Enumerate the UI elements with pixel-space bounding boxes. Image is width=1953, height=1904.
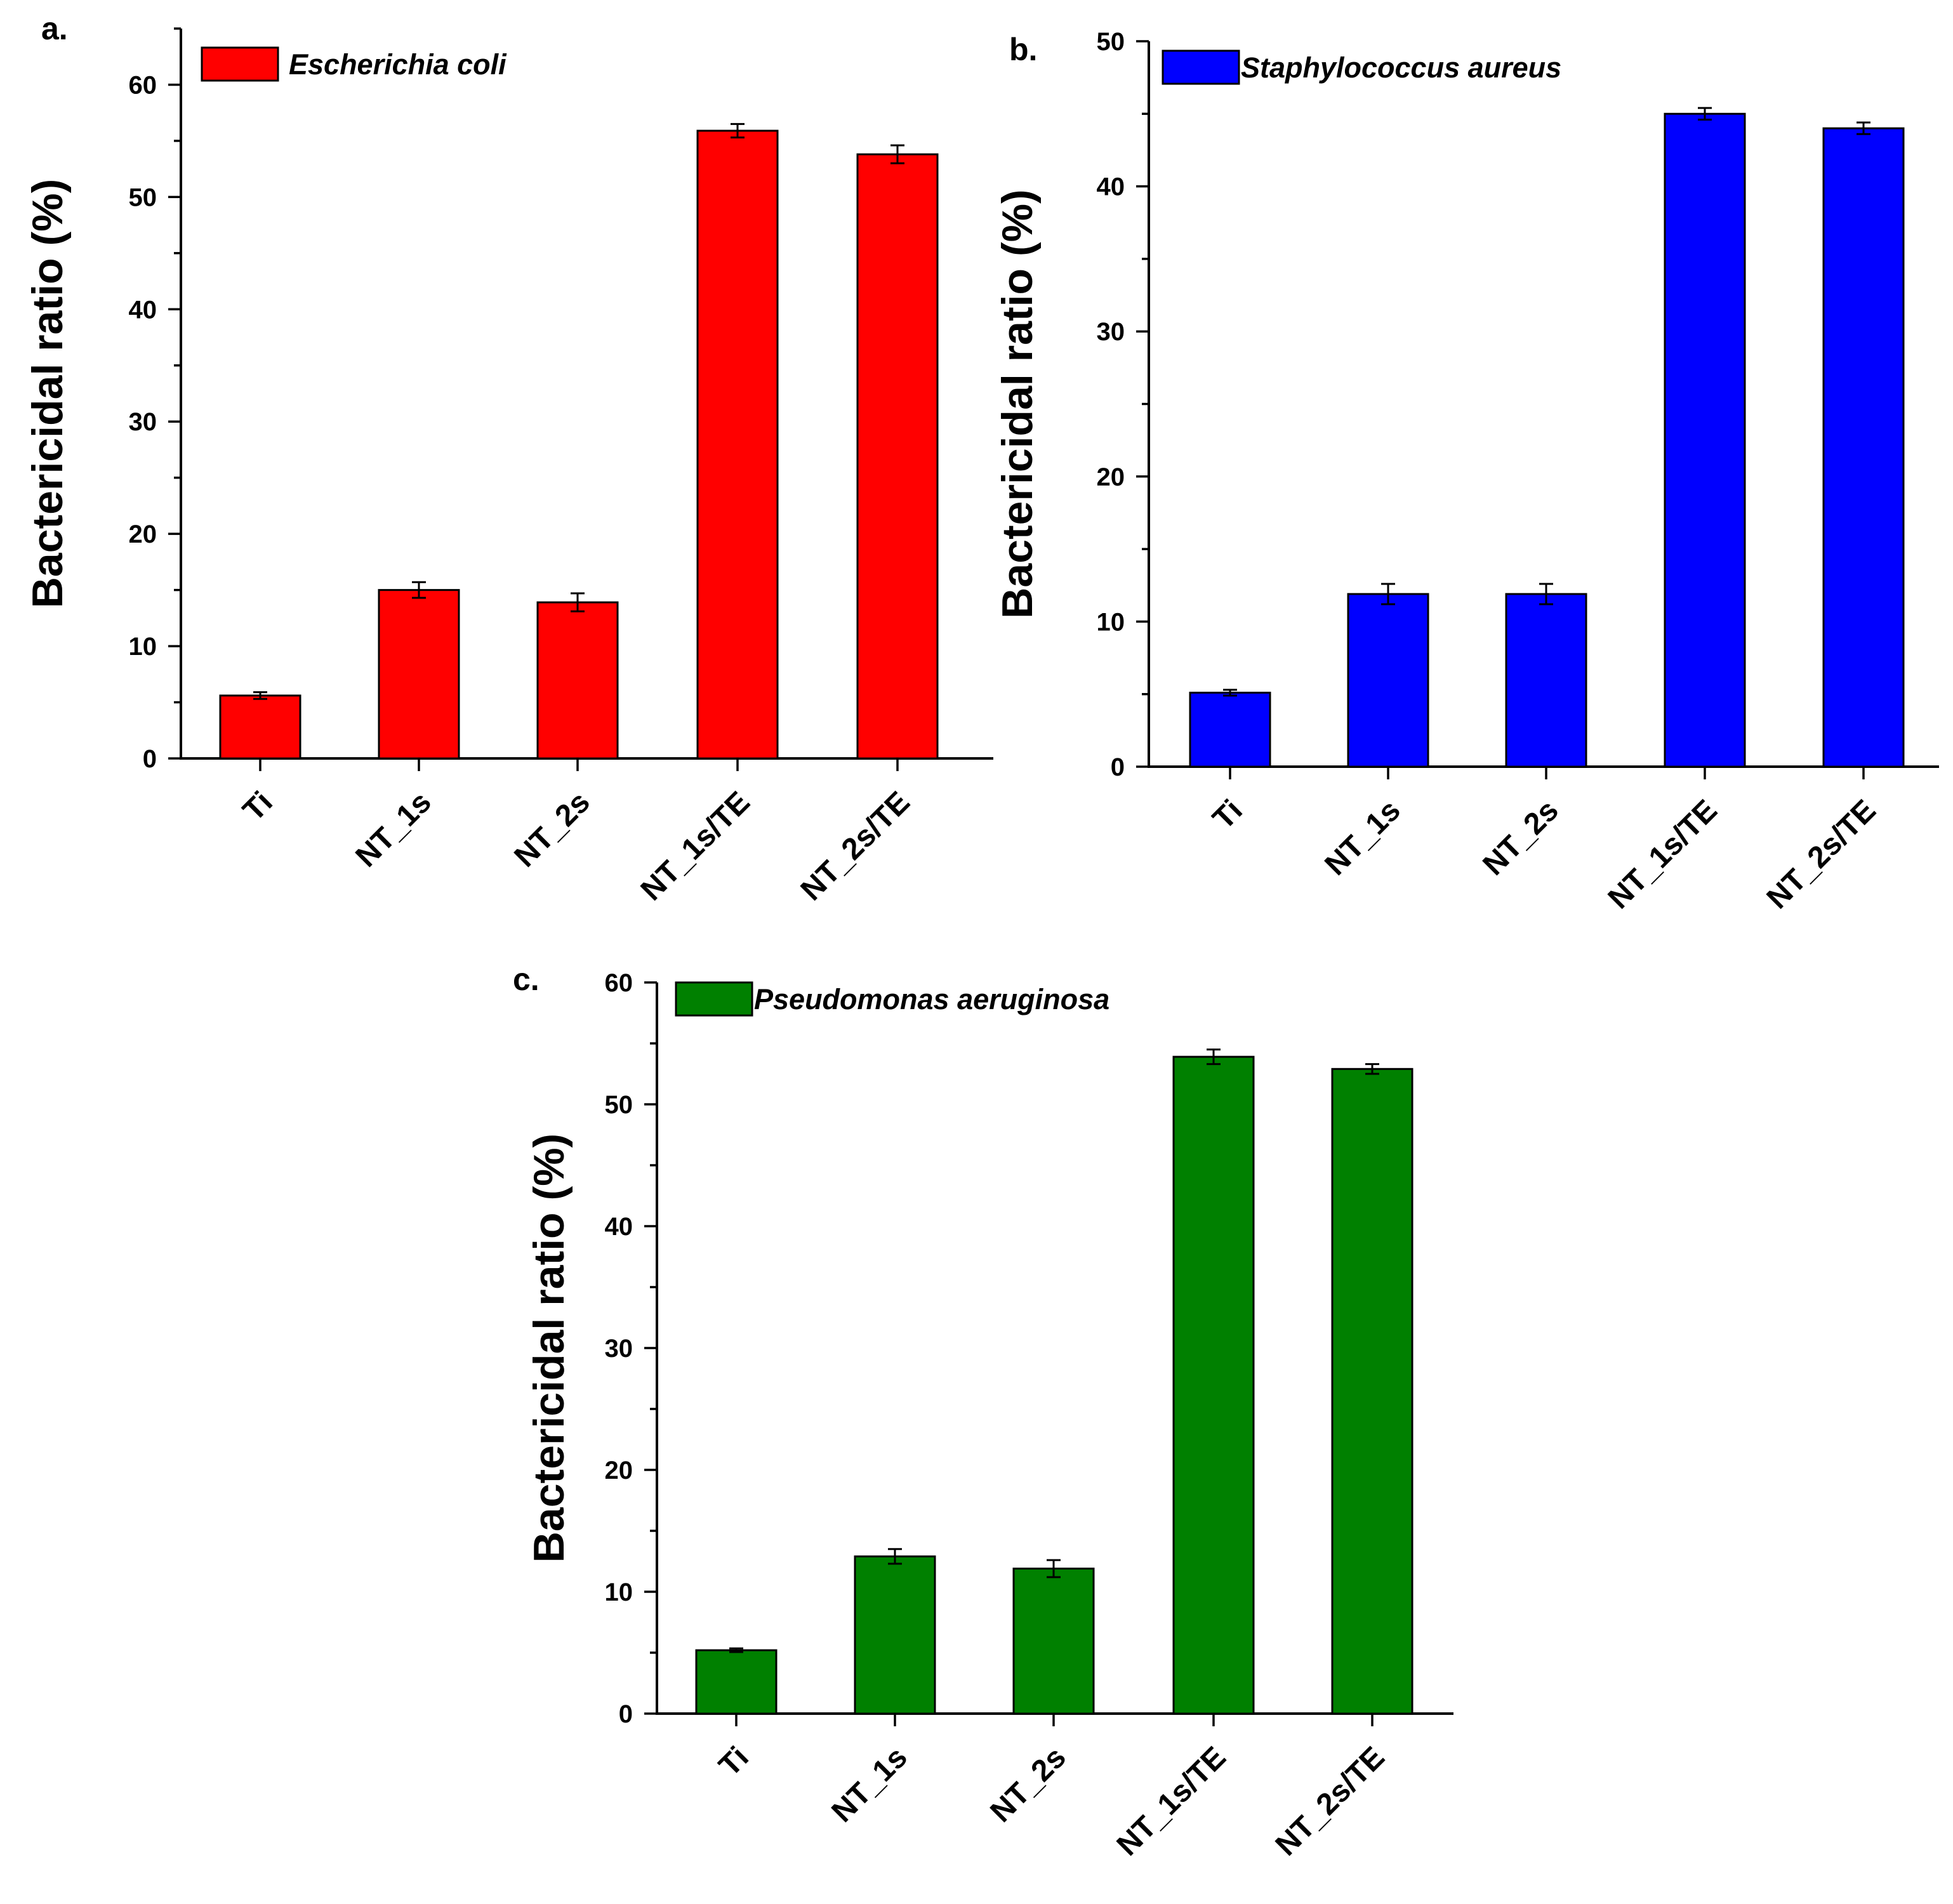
bar	[696, 129, 779, 760]
x-tick-label: NT_2s/TE	[795, 785, 917, 907]
y-tick-label: 40	[605, 1213, 633, 1241]
bar	[1172, 1055, 1255, 1715]
y-tick-label: 60	[605, 969, 633, 997]
legend-swatch	[201, 46, 279, 82]
x-tick-label: NT_2s	[508, 785, 596, 873]
bar	[1822, 127, 1905, 768]
x-tick-label: NT_1s/TE	[1602, 793, 1724, 915]
chart-panel-c: 0 10 20 30 40 50 60 Bactericidal ratio (%) c. Pse…	[513, 962, 1453, 1862]
panel-label: a.	[41, 11, 68, 46]
bar	[536, 601, 619, 760]
x-tick-label: NT_2s/TE	[1269, 1740, 1391, 1862]
y-tick-label: 0	[619, 1700, 633, 1728]
y-tick-label: 40	[129, 296, 157, 324]
x-tick-label: Ti	[713, 1740, 755, 1783]
y-tick-label: 0	[143, 745, 157, 773]
legend-swatch	[1162, 50, 1240, 85]
y-tick-label: 0	[1111, 753, 1125, 781]
x-tick-label: Ti	[237, 785, 279, 828]
bar	[856, 153, 939, 760]
panel-label: b.	[1009, 32, 1037, 67]
bar	[1012, 1568, 1095, 1715]
y-axis-title: Bactericidal ratio (%)	[525, 1134, 573, 1563]
bar	[1347, 593, 1429, 768]
bar	[1505, 593, 1587, 768]
bar	[1331, 1068, 1413, 1715]
legend-swatch	[675, 981, 753, 1017]
bar	[378, 589, 460, 760]
x-tick-label: NT_1s	[349, 785, 437, 873]
x-tick-label: NT_2s	[984, 1740, 1072, 1828]
x-tick-label: NT_2s/TE	[1761, 793, 1883, 915]
x-tick-label: NT_1s/TE	[1111, 1740, 1233, 1862]
bar	[1189, 691, 1271, 768]
legend-label: Staphylococcus aureus	[1241, 51, 1561, 84]
y-tick-label: 10	[605, 1578, 633, 1606]
legend-label: Escherichia coli	[289, 48, 507, 81]
y-axis-title: Bactericidal ratio (%)	[23, 179, 72, 608]
x-tick-label: NT_1s/TE	[635, 785, 757, 907]
y-tick-label: 50	[1097, 28, 1125, 56]
y-tick-label: 10	[1097, 608, 1125, 636]
y-tick-label: 20	[605, 1457, 633, 1484]
bar	[219, 694, 301, 760]
y-tick-label: 30	[1097, 318, 1125, 346]
y-tick-label: 40	[1097, 173, 1125, 201]
y-tick-label: 50	[605, 1091, 633, 1119]
x-tick-label: NT_1s	[1318, 793, 1407, 882]
x-tick-label: Ti	[1207, 793, 1249, 836]
bar	[695, 1649, 778, 1715]
legend-label: Pseudomonas aeruginosa	[754, 983, 1109, 1015]
y-tick-label: 10	[129, 633, 157, 661]
chart-panel-a: 0 10 20 30 40 50 60 Bactericidal ratio (%) a. Esc…	[23, 11, 993, 907]
x-tick-label: NT_2s	[1476, 793, 1565, 882]
y-tick-label: 30	[129, 408, 157, 436]
panel-label: c.	[513, 962, 540, 997]
bar	[854, 1555, 936, 1715]
y-tick-label: 20	[129, 520, 157, 548]
bar	[1664, 112, 1746, 768]
y-tick-label: 30	[605, 1335, 633, 1363]
y-tick-label: 60	[129, 71, 157, 99]
y-axis-title: Bactericidal ratio (%)	[993, 189, 1042, 618]
chart-panel-b: 0 10 20 30 40 50 Bactericidal ratio (%) b. Staph…	[993, 28, 1939, 915]
y-tick-label: 50	[129, 183, 157, 211]
x-tick-label: NT_1s	[825, 1740, 913, 1828]
y-tick-label: 20	[1097, 463, 1125, 491]
